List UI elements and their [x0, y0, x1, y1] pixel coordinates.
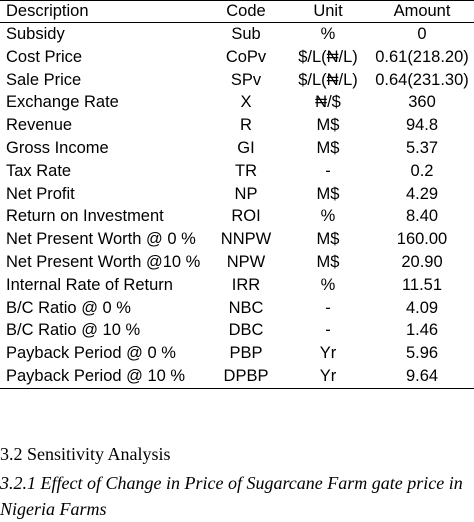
cell-amount: 9.64 [405, 366, 439, 385]
cell-description: Gross Income [6, 138, 109, 157]
cell-code: X [240, 93, 252, 112]
cell-description: B/C Ratio @ 0 % [6, 298, 131, 317]
cell-unit: M$ [316, 252, 340, 271]
cell-unit: - [325, 161, 331, 180]
cell-description: Net Profit [6, 184, 75, 203]
table-row: Cost Price CoPv $/L(₦/L) 0.61(218.20) [0, 46, 474, 69]
cell-unit: % [320, 25, 336, 43]
cell-description: Internal Rate of Return [6, 275, 173, 294]
table-row: Subsidy Sub% 0 [0, 23, 474, 46]
cell-amount: 0.61(218.20) [375, 47, 469, 66]
cell-code: NBC [228, 298, 264, 317]
table-row: B/C Ratio @ 10 % DBC - 1.46 [0, 319, 474, 342]
cell-unit: Yr [319, 366, 337, 385]
table-body: Subsidy Sub% 0 Cost Price CoPv $/L(₦/L) 0.61(2… [0, 23, 474, 389]
cell-code: CoPv [225, 47, 267, 66]
cell-amount: 0 [417, 25, 427, 43]
cell-amount: 94.8 [405, 116, 439, 135]
header-amount: Amount [393, 2, 451, 20]
cell-code: DBC [228, 321, 264, 340]
cell-description: B/C Ratio @ 10 % [6, 321, 141, 340]
cell-unit: M$ [316, 138, 340, 157]
cell-description: Sale Price [6, 70, 82, 89]
table-row: B/C Ratio @ 0 % NBC - 4.09 [0, 297, 474, 320]
cell-amount: 20.90 [401, 252, 443, 271]
cell-amount: 8.40 [405, 207, 439, 226]
cell-code: ROI [231, 207, 261, 226]
cell-unit: Yr [319, 344, 337, 363]
table-header: Description Code Unit Amount [0, 0, 474, 23]
section-subheading: 3.2.1 Effect of Change in Price of Sugar… [0, 473, 463, 519]
header-unit: Unit [313, 2, 343, 20]
table-row: Net Profit NP M$ 4.29 [0, 183, 474, 206]
cell-amount: 11.51 [401, 275, 443, 294]
table-row: Revenue R M$ 94.8 [0, 114, 474, 137]
table-row: Net Present Worth @10 % NPW M$ 20.90 [0, 251, 474, 274]
cell-amount: 160.00 [396, 230, 448, 249]
table-row: Payback Period @ 10 % DPBP Yr 9.64 [0, 365, 474, 389]
section-heading: 3.2 Sensitivity Analysis [0, 444, 171, 464]
cell-amount: 5.96 [405, 344, 439, 363]
cell-unit: M$ [316, 116, 340, 135]
cell-amount: 5.37 [405, 138, 439, 157]
cell-code: Sub [231, 25, 261, 43]
cell-description: Subsidy [6, 25, 65, 43]
cell-code: R [240, 116, 252, 135]
cell-code: PBP [229, 344, 263, 363]
header-description: Description [6, 2, 89, 20]
header-code: Code [226, 2, 266, 20]
table-row: Return on Investment ROI% 8.40 [0, 205, 474, 228]
cell-code: DPBP [223, 366, 269, 385]
cell-amount: 4.09 [405, 298, 439, 317]
table-row: Payback Period @ 0 % PBP Yr 5.96 [0, 342, 474, 365]
cell-description: Cost Price [6, 47, 83, 66]
table-row: Tax Rate TR - 0.2 [0, 160, 474, 183]
table-row: Exchange Rate X ₦/$ 360 [0, 91, 474, 114]
cell-code: NP [234, 184, 258, 203]
cell-description: Tax Rate [6, 161, 72, 180]
cell-unit: $/L(₦/L) [298, 47, 358, 66]
cell-description: Revenue [6, 116, 73, 135]
cell-code: SPv [230, 70, 262, 89]
cell-unit: $/L(₦/L) [298, 70, 358, 89]
table-row: Gross Income GI M$ 5.37 [0, 137, 474, 160]
cell-unit: M$ [316, 184, 340, 203]
cell-code: IRR [231, 275, 261, 294]
cell-code: GI [237, 138, 255, 157]
cell-amount: 360 [408, 93, 436, 112]
cell-amount: 1.46 [405, 321, 439, 340]
cell-amount: 0.64(231.30) [375, 70, 469, 89]
economic-indicators-table: Description Code Unit Amount Subsidy Sub%… [0, 0, 474, 389]
economic-indicators-table-container: Description Code Unit Amount Subsidy Sub%… [0, 0, 474, 389]
cell-description: Exchange Rate [6, 93, 119, 112]
cell-amount: 4.29 [405, 184, 439, 203]
cell-description: Payback Period @ 10 % [6, 366, 186, 385]
cell-unit: % [320, 275, 336, 294]
cell-description: Return on Investment [6, 207, 164, 226]
cell-unit: % [320, 207, 336, 226]
cell-code: NNPW [220, 230, 272, 249]
cell-unit: M$ [316, 230, 340, 249]
cell-code: TR [235, 161, 257, 180]
cell-unit: - [325, 298, 331, 317]
cell-amount: 0.2 [410, 161, 434, 180]
cell-description: Net Present Worth @10 % [6, 252, 201, 271]
cell-description: Net Present Worth @ 0 % [6, 230, 196, 249]
cell-code: NPW [226, 252, 266, 271]
header-row: Description Code Unit Amount [0, 0, 474, 23]
table-row: Sale Price SPv $/L(₦/L) 0.64(231.30) [0, 69, 474, 92]
table-row: Net Present Worth @ 0 % NNPW M$ 160.00 [0, 228, 474, 251]
cell-unit: - [325, 321, 331, 340]
cell-unit: ₦/$ [315, 93, 341, 112]
cell-description: Payback Period @ 0 % [6, 344, 176, 363]
table-row: Internal Rate of Return IRR% 11.51 [0, 274, 474, 297]
